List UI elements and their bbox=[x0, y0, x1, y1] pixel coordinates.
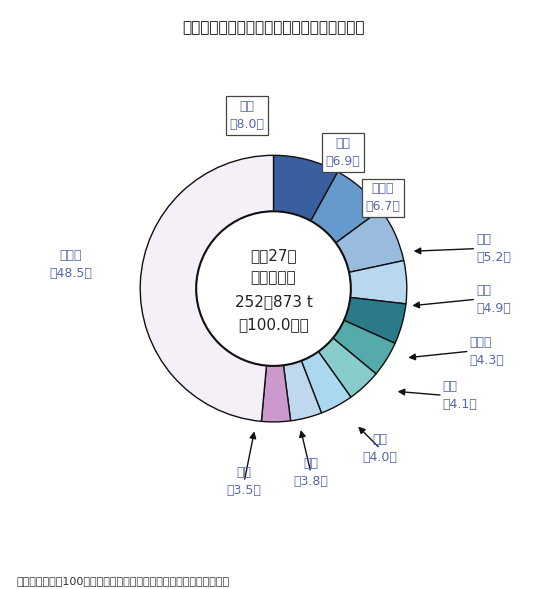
Wedge shape bbox=[261, 365, 290, 422]
Text: 広島
（5.2）: 広島 （5.2） bbox=[476, 233, 511, 264]
Text: 252丏873 t: 252丏873 t bbox=[235, 294, 312, 309]
Text: 鹿児島
（6.7）: 鹿児島 （6.7） bbox=[365, 183, 400, 213]
Text: 兵庫
（3.5）: 兵庫 （3.5） bbox=[227, 466, 261, 497]
Text: 岡山
（4.9）: 岡山 （4.9） bbox=[476, 284, 511, 315]
Wedge shape bbox=[349, 260, 407, 304]
Text: 鶏卵生産量: 鶏卵生産量 bbox=[251, 270, 296, 286]
Wedge shape bbox=[333, 320, 395, 374]
Text: （100.0％）: （100.0％） bbox=[238, 317, 309, 332]
Text: その他
（48.5）: その他 （48.5） bbox=[49, 249, 92, 280]
Text: 新潟
（3.8）: 新潟 （3.8） bbox=[293, 457, 328, 488]
Text: 注：割合の計が100％とならないのは、四捨五入によるものである。: 注：割合の計が100％とならないのは、四捨五入によるものである。 bbox=[16, 576, 230, 586]
Text: 千葉
（6.9）: 千葉 （6.9） bbox=[325, 137, 360, 168]
Text: 愛知
（4.1）: 愛知 （4.1） bbox=[443, 380, 478, 411]
Text: 青森
（4.0）: 青森 （4.0） bbox=[363, 433, 398, 464]
Wedge shape bbox=[283, 360, 322, 421]
Text: 平成27年: 平成27年 bbox=[250, 248, 297, 263]
Text: 茨城
（8.0）: 茨城 （8.0） bbox=[229, 100, 264, 131]
Wedge shape bbox=[336, 210, 404, 272]
Wedge shape bbox=[301, 352, 351, 413]
Text: 北海道
（4.3）: 北海道 （4.3） bbox=[469, 336, 504, 367]
Wedge shape bbox=[274, 155, 338, 221]
Text: 図２　鶏卵生産量の都道府県別割合（全国）: 図２ 鶏卵生産量の都道府県別割合（全国） bbox=[182, 21, 365, 35]
Wedge shape bbox=[318, 338, 376, 397]
Circle shape bbox=[196, 211, 351, 366]
Wedge shape bbox=[344, 297, 406, 343]
Wedge shape bbox=[140, 155, 274, 421]
Wedge shape bbox=[311, 172, 381, 243]
